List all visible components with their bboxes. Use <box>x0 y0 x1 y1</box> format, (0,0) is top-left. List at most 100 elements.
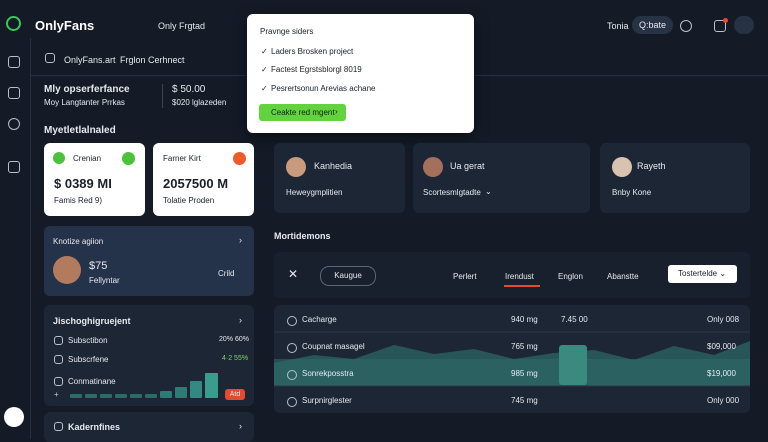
mini-bars: + <box>54 373 218 399</box>
popup-item[interactable]: Pesrertsonun Arevias achane <box>271 84 376 93</box>
profile-card[interactable]: Ua gerat Scortesmlgtadte ⌄ <box>413 143 590 213</box>
row-icon <box>54 336 63 345</box>
card-label: Farner Kirt <box>163 154 201 163</box>
row-icon <box>287 343 297 353</box>
promo-title: Knotize agiion <box>53 237 104 246</box>
promo-name: Fellyntar <box>89 276 120 285</box>
popup-button-label: Ceakte red mgent <box>271 108 335 117</box>
card-note: Famis Red 9) <box>54 196 103 205</box>
sidebar-icon[interactable] <box>8 56 20 68</box>
footer-label: Kadernfines <box>68 422 121 432</box>
filter-pill[interactable]: Kaugue <box>320 266 376 286</box>
stat-card[interactable]: Farner Kirt 2057500 M Tolatie Proden <box>153 143 254 216</box>
bar <box>175 387 187 398</box>
promo-tag: Crild <box>218 269 235 278</box>
row-icon <box>54 355 63 364</box>
promo-card[interactable]: Knotize agiion › $75 Fellyntar Crild <box>44 226 254 296</box>
tab[interactable]: Abanstte <box>607 272 639 281</box>
profile-name: Ua gerat <box>450 161 485 171</box>
tab-underline <box>504 285 540 287</box>
summary-amount: $ 50.00 <box>172 84 206 95</box>
check-icon: ✓ <box>261 47 268 56</box>
notification-icon[interactable] <box>714 20 726 32</box>
popup-button[interactable]: Ceakte red mgent › <box>259 104 346 121</box>
nav-link[interactable]: Only Frgtad <box>158 21 206 31</box>
popup-title: Pravnge siders <box>260 27 314 36</box>
bar <box>145 394 157 398</box>
home-icon[interactable] <box>45 53 55 63</box>
breadcrumb-home[interactable]: OnlyFans.art <box>64 55 116 65</box>
sidebar-icon[interactable] <box>8 87 20 99</box>
avatar <box>612 157 632 177</box>
divider <box>162 84 163 108</box>
avatar <box>286 157 306 177</box>
profile-card[interactable]: Kanhedia Heweygmplitien <box>274 143 405 213</box>
chevron: › <box>239 421 242 431</box>
stats-value: 4·2 55% <box>222 355 249 362</box>
menu-button[interactable] <box>734 16 754 34</box>
stats-value: 20% 60% <box>219 336 249 343</box>
footer-item[interactable]: Kadernfines › <box>44 412 254 442</box>
tab[interactable]: Englon <box>558 272 583 281</box>
popup-item[interactable]: Factest Egrstsblorgl 8019 <box>271 65 362 74</box>
avatar <box>53 256 81 284</box>
table-cell: 745 mg <box>511 396 538 405</box>
stats-label: Conmatinane <box>68 377 116 386</box>
popup-item[interactable]: Laders Brosken project <box>271 47 354 56</box>
brand[interactable]: OnlyFans <box>35 18 95 33</box>
profile-card[interactable]: Rayeth Bnby Kone <box>600 143 750 213</box>
logo <box>6 16 21 31</box>
table-title: Mortidemons <box>274 231 331 241</box>
sort-label: Tostertelde <box>678 269 718 278</box>
table-cell: Only 008 <box>707 315 740 324</box>
tab[interactable]: Perlert <box>453 272 477 281</box>
bar <box>70 394 82 398</box>
card-note: Tolatie Proden <box>163 196 215 205</box>
profile-role: Scortesmlgtadte <box>423 188 481 197</box>
summary-title: Mly opserferfance <box>44 84 130 95</box>
area <box>274 341 750 386</box>
check-icon: ✓ <box>261 65 268 74</box>
tab-active[interactable]: Irendust <box>505 272 534 281</box>
table: Cacharge 940 mg 7.45 00 Only 008 Coupnat mas… <box>274 305 750 413</box>
card-value: $ 0389 MI <box>54 176 112 191</box>
status-icon <box>53 152 65 164</box>
profile-name: Kanhedia <box>314 161 353 171</box>
location-icon[interactable] <box>680 20 692 32</box>
help-button[interactable] <box>4 407 24 427</box>
table-cell: $19,000 <box>707 369 736 378</box>
sidebar-icon[interactable] <box>8 161 20 173</box>
stat-card[interactable]: Crenian $ 0389 MI Famis Red 9) <box>44 143 145 216</box>
status-icon <box>122 152 135 165</box>
plus: + <box>54 390 59 399</box>
table-cell: Sonrekposstra <box>302 369 354 378</box>
search[interactable]: Q:bate <box>632 16 673 34</box>
table-cell: 765 mg <box>511 342 538 351</box>
summary-subtitle: Moy Langtanter Prrkas <box>44 98 125 107</box>
table-cell: Only 000 <box>707 396 740 405</box>
breadcrumb-current[interactable]: Frglon Cerhnect <box>120 55 185 65</box>
stats-panel: Jischoghigruejent › Subsctibon 20% 60% S… <box>44 305 254 406</box>
promo-price: $75 <box>89 260 108 272</box>
bar <box>115 394 127 398</box>
table-cell: 940 mg <box>511 315 538 324</box>
check-icon: ✓ <box>261 84 268 93</box>
table-cell: Surpnirglester <box>302 396 352 405</box>
stats-title: Jischoghigruejent <box>53 316 131 326</box>
chevron: › <box>239 235 242 245</box>
table-cell: Coupnat masagel <box>302 342 365 351</box>
card-value: 2057500 M <box>163 176 229 191</box>
badge-dot <box>723 18 728 23</box>
sort-dropdown[interactable]: Tostertelde ⌄ <box>668 265 737 283</box>
sidebar-icon[interactable] <box>8 118 20 130</box>
bar <box>100 394 112 398</box>
user-name[interactable]: Tonia <box>607 21 629 31</box>
sidebar-divider <box>30 38 31 439</box>
row-icon <box>287 370 297 380</box>
bar <box>190 381 202 398</box>
row-icon <box>287 397 297 407</box>
chevron: ⌄ <box>485 187 492 196</box>
card-label: Crenian <box>73 154 102 163</box>
close-button[interactable]: ✕ <box>288 267 299 281</box>
